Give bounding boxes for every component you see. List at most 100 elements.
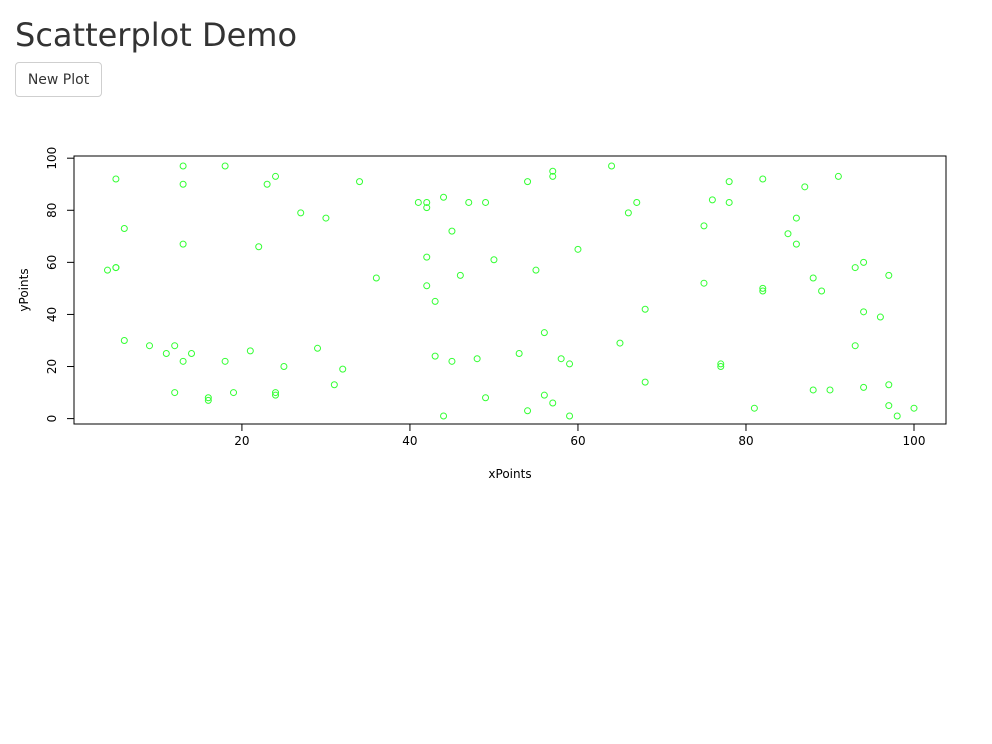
data-point xyxy=(372,274,380,282)
data-point xyxy=(179,240,187,248)
data-point xyxy=(272,172,280,180)
data-point xyxy=(431,297,439,305)
x-tick-label: 20 xyxy=(234,434,249,448)
data-point xyxy=(549,167,557,175)
data-point xyxy=(549,399,557,407)
data-point xyxy=(809,274,817,282)
data-point xyxy=(624,209,632,217)
y-axis: 0 20 40 60 80 100 xyxy=(45,147,74,423)
data-point xyxy=(708,196,716,204)
data-point xyxy=(120,336,128,344)
data-point xyxy=(725,198,733,206)
data-point xyxy=(423,198,431,206)
data-point xyxy=(448,227,456,235)
data-point xyxy=(423,282,431,290)
x-axis-label: xPoints xyxy=(488,467,531,481)
data-point xyxy=(885,402,893,410)
x-tick-label: 80 xyxy=(738,434,753,448)
data-point xyxy=(725,178,733,186)
data-point xyxy=(221,162,229,170)
data-point xyxy=(515,350,523,357)
data-point xyxy=(759,175,767,183)
data-point xyxy=(440,412,448,420)
scatterplot-chart: 20 40 60 80 100 0 20 40 60 80 100 xPoints yPoints xyxy=(17,147,947,481)
x-tick-label: 100 xyxy=(903,434,926,448)
y-tick-label: 40 xyxy=(45,307,59,322)
data-point xyxy=(809,386,817,394)
x-tick-label: 40 xyxy=(402,434,417,448)
data-point xyxy=(792,240,800,248)
data-point xyxy=(557,355,565,363)
data-point xyxy=(322,214,330,222)
data-point xyxy=(574,245,582,253)
data-point xyxy=(482,394,490,402)
data-point xyxy=(280,363,288,371)
data-point xyxy=(440,193,448,201)
plot-frame xyxy=(73,155,947,425)
data-point xyxy=(876,313,884,321)
data-point xyxy=(633,198,641,206)
data-point xyxy=(818,287,826,295)
data-point xyxy=(112,264,120,272)
data-point xyxy=(179,357,187,365)
y-axis-label: yPoints xyxy=(17,268,31,311)
data-point xyxy=(230,389,238,397)
data-point xyxy=(524,178,532,186)
data-point xyxy=(356,178,364,186)
data-point xyxy=(641,305,649,313)
data-point xyxy=(490,256,498,264)
data-point xyxy=(431,352,439,360)
y-tick-label: 0 xyxy=(45,415,59,423)
new-plot-button[interactable]: New Plot xyxy=(15,62,102,97)
data-point xyxy=(893,412,901,420)
data-point xyxy=(801,183,809,191)
data-point xyxy=(524,407,532,415)
data-point xyxy=(792,214,800,222)
y-tick-label: 80 xyxy=(45,203,59,218)
data-point xyxy=(566,360,574,368)
data-point xyxy=(120,225,128,232)
data-point xyxy=(448,357,456,365)
data-point xyxy=(759,284,767,292)
data-point xyxy=(616,339,624,347)
x-axis: 20 40 60 80 100 xyxy=(234,424,925,448)
data-point xyxy=(171,342,179,350)
data-point xyxy=(540,391,548,399)
data-point xyxy=(414,198,422,206)
data-point xyxy=(162,350,170,357)
data-point xyxy=(826,386,834,394)
data-point xyxy=(255,243,263,251)
y-tick-label: 100 xyxy=(45,147,59,170)
data-point xyxy=(532,266,540,274)
data-point xyxy=(540,329,548,337)
data-point xyxy=(179,162,187,170)
data-point xyxy=(834,172,842,180)
data-point xyxy=(717,363,725,371)
data-point xyxy=(851,342,859,350)
data-point xyxy=(641,378,649,386)
data-point xyxy=(246,347,254,355)
data-point xyxy=(860,258,868,266)
data-points xyxy=(104,162,918,420)
data-point xyxy=(423,204,431,212)
data-point xyxy=(272,389,280,397)
data-point xyxy=(272,391,280,399)
data-point xyxy=(910,404,918,412)
data-point xyxy=(566,412,574,420)
data-point xyxy=(204,394,212,402)
data-point xyxy=(700,222,708,230)
data-point xyxy=(885,381,893,389)
data-point xyxy=(104,266,111,274)
data-point xyxy=(860,383,868,391)
data-point xyxy=(112,175,120,183)
data-point xyxy=(700,279,708,287)
data-point xyxy=(885,271,893,279)
data-point xyxy=(608,162,616,170)
y-tick-label: 20 xyxy=(45,359,59,374)
data-point xyxy=(456,271,464,279)
page-title: Scatterplot Demo xyxy=(15,16,298,54)
data-point xyxy=(179,180,187,188)
data-point xyxy=(146,342,154,350)
data-point xyxy=(465,198,473,206)
data-point xyxy=(549,172,557,180)
